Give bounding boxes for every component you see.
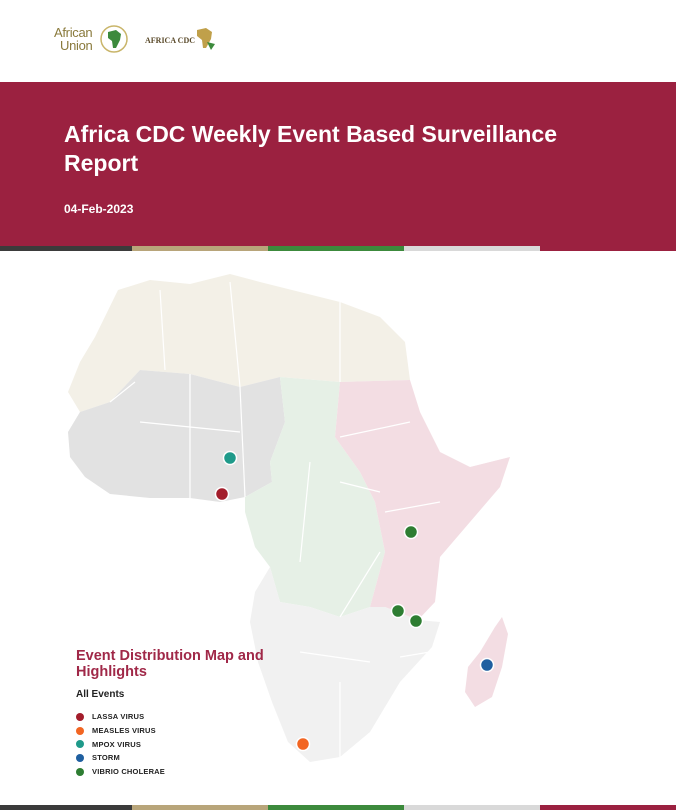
stripe-segment — [0, 246, 132, 251]
legend-item: MPOX VIRUS — [76, 737, 276, 751]
stripe-segment — [268, 246, 404, 251]
african-union-logo: African Union — [54, 22, 134, 58]
legend-dot-icon — [76, 767, 84, 776]
color-stripe-top — [0, 246, 676, 251]
region-north — [68, 274, 410, 412]
event-marker-vibrio-cholerae[interactable] — [408, 613, 424, 629]
event-marker-vibrio-cholerae[interactable] — [403, 524, 419, 540]
legend-label: LASSA VIRUS — [92, 712, 145, 722]
color-stripe-bottom — [0, 805, 676, 810]
africa-cdc-logo-text: AFRICA CDC — [145, 36, 195, 45]
africa-map-svg — [68, 274, 510, 762]
legend-item: MEASLES VIRUS — [76, 724, 276, 738]
report-date: 04-Feb-2023 — [64, 202, 134, 216]
legend-item: STORM — [76, 751, 276, 765]
region-east — [335, 380, 510, 620]
legend-dot-icon — [76, 726, 84, 735]
region-west — [68, 370, 285, 502]
stripe-segment — [404, 805, 540, 810]
stripe-segment — [0, 805, 132, 810]
legend-label: VIBRIO CHOLERAE — [92, 767, 166, 777]
stripe-segment — [132, 246, 268, 251]
report-header: Africa CDC Weekly Event Based Surveillan… — [0, 82, 676, 246]
stripe-segment — [404, 246, 540, 251]
map-legend: Event Distribution Map and Highlights Al… — [76, 648, 276, 778]
stripe-segment — [540, 246, 676, 251]
region-southern — [250, 567, 440, 762]
event-marker-measles-virus[interactable] — [295, 736, 311, 752]
event-marker-mpox-virus[interactable] — [222, 450, 238, 466]
legend-item: VIBRIO CHOLERAE — [76, 765, 276, 779]
region-central — [245, 377, 385, 617]
legend-label: MEASLES VIRUS — [92, 726, 156, 736]
legend-label: MPOX VIRUS — [92, 739, 142, 749]
legend-list: LASSA VIRUS MEASLES VIRUS MPOX VIRUS STO… — [76, 710, 276, 778]
stripe-segment — [540, 805, 676, 810]
african-union-logo-line1: African — [54, 25, 93, 40]
legend-dot-icon — [76, 753, 84, 762]
report-title: Africa CDC Weekly Event Based Surveillan… — [64, 121, 558, 176]
africa-cdc-emblem-icon — [197, 28, 215, 50]
legend-item: LASSA VIRUS — [76, 710, 276, 724]
legend-dot-icon — [76, 740, 84, 749]
african-union-emblem-icon — [100, 25, 128, 53]
legend-dot-icon — [76, 712, 84, 721]
stripe-segment — [268, 805, 404, 810]
legend-subheading: All Events — [76, 689, 125, 700]
event-marker-storm[interactable] — [479, 657, 495, 673]
african-union-logo-line2: Union — [60, 38, 93, 53]
africa-event-map — [40, 262, 540, 782]
event-markers — [214, 450, 495, 752]
country-borders — [109, 281, 441, 757]
event-marker-lassa-virus[interactable] — [214, 486, 230, 502]
logo-bar: African Union AFRICA CDC — [0, 0, 676, 82]
stripe-segment — [132, 805, 268, 810]
legend-heading: Event Distribution Map and Highlights — [76, 648, 264, 680]
legend-label: STORM — [92, 753, 120, 763]
africa-cdc-logo: AFRICA CDC — [145, 24, 225, 60]
event-marker-vibrio-cholerae[interactable] — [390, 603, 406, 619]
